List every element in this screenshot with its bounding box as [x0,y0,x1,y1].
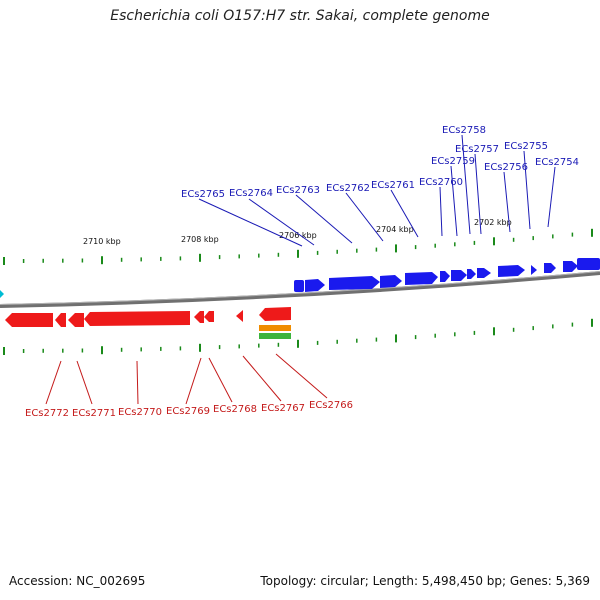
gene-reverse[interactable] [84,311,190,326]
reverse-strand-genes [5,307,291,327]
gene-reverse[interactable] [68,313,84,327]
gene-label-ECs2763[interactable]: ECs2763 [276,185,320,196]
feature-orange[interactable] [259,325,291,331]
tick-row-bottom [3,318,593,355]
gene-label-ECs2758[interactable]: ECs2758 [442,125,486,136]
feature-green[interactable] [259,333,291,339]
feature-tracks [259,325,291,339]
gene-forward[interactable] [305,279,325,292]
gene-forward[interactable] [563,261,578,272]
gene-label-ECs2767[interactable]: ECs2767 [261,403,305,414]
gene-reverse[interactable] [236,310,243,322]
gene-forward[interactable] [380,275,402,288]
genome-backbone [0,271,600,308]
genome-title: Escherichia coli O157:H7 str. Sakai, com… [110,8,490,24]
gene-forward[interactable] [329,276,380,290]
gene-label-ECs2770[interactable]: ECs2770 [118,407,162,418]
tick-row-top [3,228,593,265]
gene-forward[interactable] [477,268,491,278]
gene-reverse[interactable] [204,311,214,322]
gene-label-ECs2772[interactable]: ECs2772 [25,408,69,419]
accession-text: Accession: NC_002695 [9,574,146,588]
scale-label-2710: 2710 kbp [83,237,121,246]
scale-label-2706: 2706 kbp [279,231,317,240]
gene-forward[interactable] [451,270,467,281]
gene-label-ECs2765[interactable]: ECs2765 [181,189,225,200]
gene-label-ECs2754[interactable]: ECs2754 [535,157,579,168]
gene-label-ECs2757[interactable]: ECs2757 [455,144,499,155]
topology-summary: Topology: circular; Length: 5,498,450 bp… [260,574,590,588]
gene-forward[interactable] [531,265,537,275]
gene-forward[interactable] [577,258,600,270]
gene-forward[interactable] [405,272,438,285]
gene-label-ECs2761[interactable]: ECs2761 [371,180,415,191]
gene-label-ECs2760[interactable]: ECs2760 [419,177,463,188]
scale-label-2702: 2702 kbp [474,218,512,227]
gene-label-ECs2768[interactable]: ECs2768 [213,404,257,415]
gene-label-ECs2762[interactable]: ECs2762 [326,183,370,194]
gene-forward[interactable] [498,265,525,277]
forward-strand-genes [294,258,600,292]
gene-reverse[interactable] [55,313,66,327]
gene-labels-top [198,134,556,247]
gene-forward[interactable] [544,263,556,273]
gene-label-ECs2755[interactable]: ECs2755 [504,141,548,152]
scale-label-2708: 2708 kbp [181,235,219,244]
gene-reverse[interactable] [194,311,204,323]
gene-labels-bottom [45,353,328,405]
gene-label-ECs2766[interactable]: ECs2766 [309,400,353,411]
scale-label-2704: 2704 kbp [376,225,414,234]
gene-label-ECs2759[interactable]: ECs2759 [431,156,475,167]
gene-label-ECs2764[interactable]: ECs2764 [229,188,273,199]
gene-forward[interactable] [467,269,476,279]
gene-label-ECs2769[interactable]: ECs2769 [166,406,210,417]
gene-label-ECs2756[interactable]: ECs2756 [484,162,528,173]
gene-forward[interactable] [294,280,304,292]
gene-reverse[interactable] [5,313,53,327]
gene-forward[interactable] [440,271,450,282]
gene-reverse[interactable] [259,307,291,321]
edge-marker-icon [0,290,4,298]
gene-label-ECs2771[interactable]: ECs2771 [72,408,116,419]
